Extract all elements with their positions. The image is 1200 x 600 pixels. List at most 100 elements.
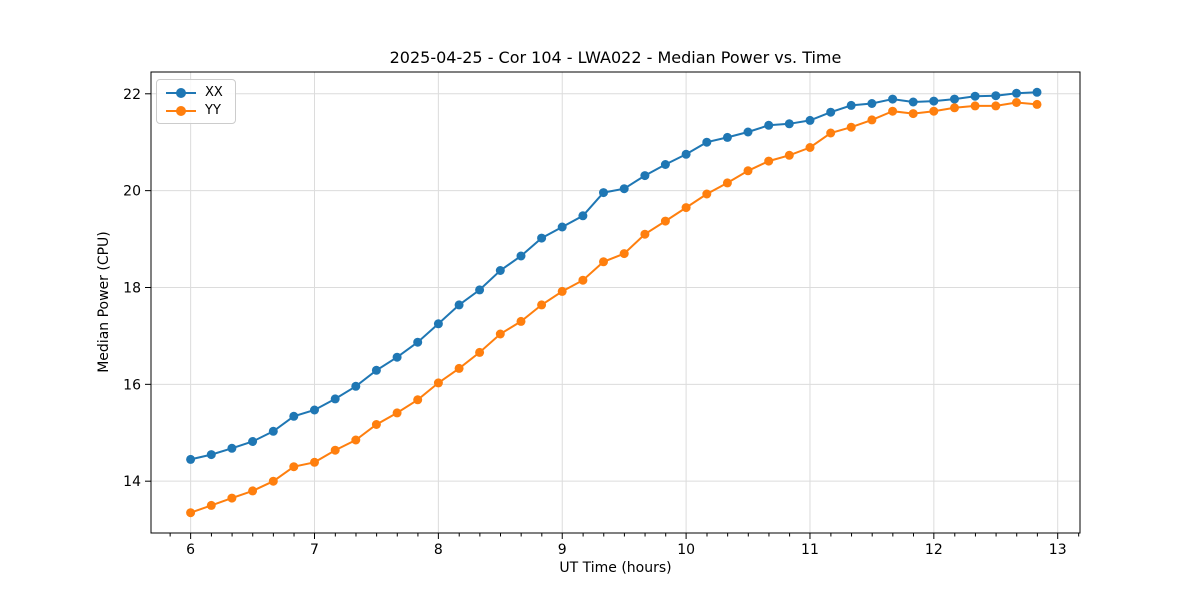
yy-marker [454, 363, 464, 373]
yy-marker [908, 109, 918, 119]
xx-marker [867, 99, 877, 108]
xx-marker [681, 149, 691, 159]
xx-marker [929, 96, 939, 106]
xx-marker [743, 127, 753, 137]
xx-marker [908, 97, 918, 107]
xx-marker [516, 251, 526, 261]
xx-marker [557, 222, 567, 232]
xx-marker [371, 365, 381, 375]
xx-line [190, 91, 1038, 461]
yy-marker [392, 408, 402, 418]
xx-marker [1012, 88, 1021, 98]
xx-marker [784, 119, 794, 129]
yy-marker [516, 316, 526, 326]
xx-marker [475, 285, 485, 295]
x-tick-label: 10 [677, 542, 695, 558]
yy-marker [991, 101, 1001, 111]
x-tick-label: 12 [925, 542, 943, 558]
x-axis-title: UT Time (hours) [559, 560, 672, 576]
yy-marker [227, 493, 237, 503]
yy-marker [970, 101, 980, 111]
legend-label-xx: XX [205, 85, 223, 100]
xx-marker [578, 211, 588, 221]
yy-marker [888, 106, 898, 116]
y-tick-label: 20 [123, 184, 141, 200]
xx-marker [454, 300, 464, 310]
xx-marker [722, 132, 732, 142]
yy-marker [351, 435, 361, 445]
yy-marker [640, 229, 650, 239]
xx-marker [227, 443, 237, 453]
y-tick-label: 18 [123, 280, 141, 296]
axes-frame [150, 71, 1081, 534]
xx-marker [1032, 87, 1042, 97]
yy-marker [846, 122, 856, 132]
yy-line-sample-icon [166, 105, 196, 116]
yy-marker [784, 150, 794, 160]
yy-marker [310, 457, 319, 467]
xx-marker [950, 94, 959, 104]
yy-marker [1032, 99, 1042, 109]
yy-marker [248, 486, 258, 496]
xx-marker [495, 266, 505, 275]
xx-marker [206, 450, 216, 460]
xx-marker [413, 337, 423, 347]
tick-labels: 6 7 8 9 10 11 12 13 14 16 18 20 22 [123, 87, 1066, 558]
series-xx [186, 87, 1042, 464]
legend-label-yy: YY [205, 103, 221, 118]
axis-ticks [145, 93, 1080, 539]
yy-marker [764, 156, 774, 166]
xx-marker [351, 381, 361, 391]
series-yy [186, 98, 1042, 518]
yy-marker [826, 128, 836, 138]
xx-marker [186, 454, 196, 464]
yy-marker [599, 257, 608, 267]
y-tick-label: 14 [123, 474, 141, 490]
x-tick-label: 13 [1049, 542, 1067, 558]
x-tick-label: 6 [186, 542, 195, 558]
yy-marker [867, 115, 877, 125]
xx-marker [599, 188, 608, 198]
xx-line-sample-icon [166, 87, 196, 98]
x-tick-label: 11 [801, 542, 819, 558]
xx-marker [660, 160, 670, 169]
legend-item-yy: YY [165, 103, 223, 118]
yy-marker [805, 143, 815, 152]
yy-marker [660, 216, 670, 226]
yy-marker [206, 500, 216, 510]
yy-marker [1012, 98, 1021, 107]
xx-marker [330, 394, 340, 404]
xx-marker [991, 91, 1001, 101]
xx-marker [826, 107, 836, 117]
xx-marker [392, 352, 402, 362]
yy-marker [371, 420, 381, 429]
xx-marker [846, 100, 856, 110]
xx-marker [433, 319, 443, 329]
y-tick-label: 16 [123, 377, 141, 393]
yy-marker [330, 445, 340, 455]
xx-marker [764, 120, 774, 130]
xx-marker [619, 184, 629, 194]
yy-marker [413, 395, 423, 405]
xx-marker [888, 94, 898, 104]
x-tick-label: 7 [310, 542, 319, 558]
yy-marker [289, 462, 299, 472]
xx-marker [289, 411, 299, 421]
legend-item-xx: XX [165, 85, 223, 100]
xx-marker [970, 91, 980, 101]
yy-marker [681, 203, 691, 213]
yy-marker [743, 166, 753, 176]
xx-marker [805, 115, 815, 125]
yy-marker [722, 178, 732, 188]
yy-marker [619, 249, 629, 259]
yy-marker [557, 286, 567, 296]
y-axis-title: Median Power (CPU) [96, 231, 112, 373]
yy-marker [495, 329, 505, 339]
yy-marker [537, 300, 547, 310]
yy-marker [433, 378, 443, 388]
xx-marker [640, 171, 650, 181]
legend: XX YY [156, 79, 236, 124]
yy-marker [268, 476, 278, 486]
